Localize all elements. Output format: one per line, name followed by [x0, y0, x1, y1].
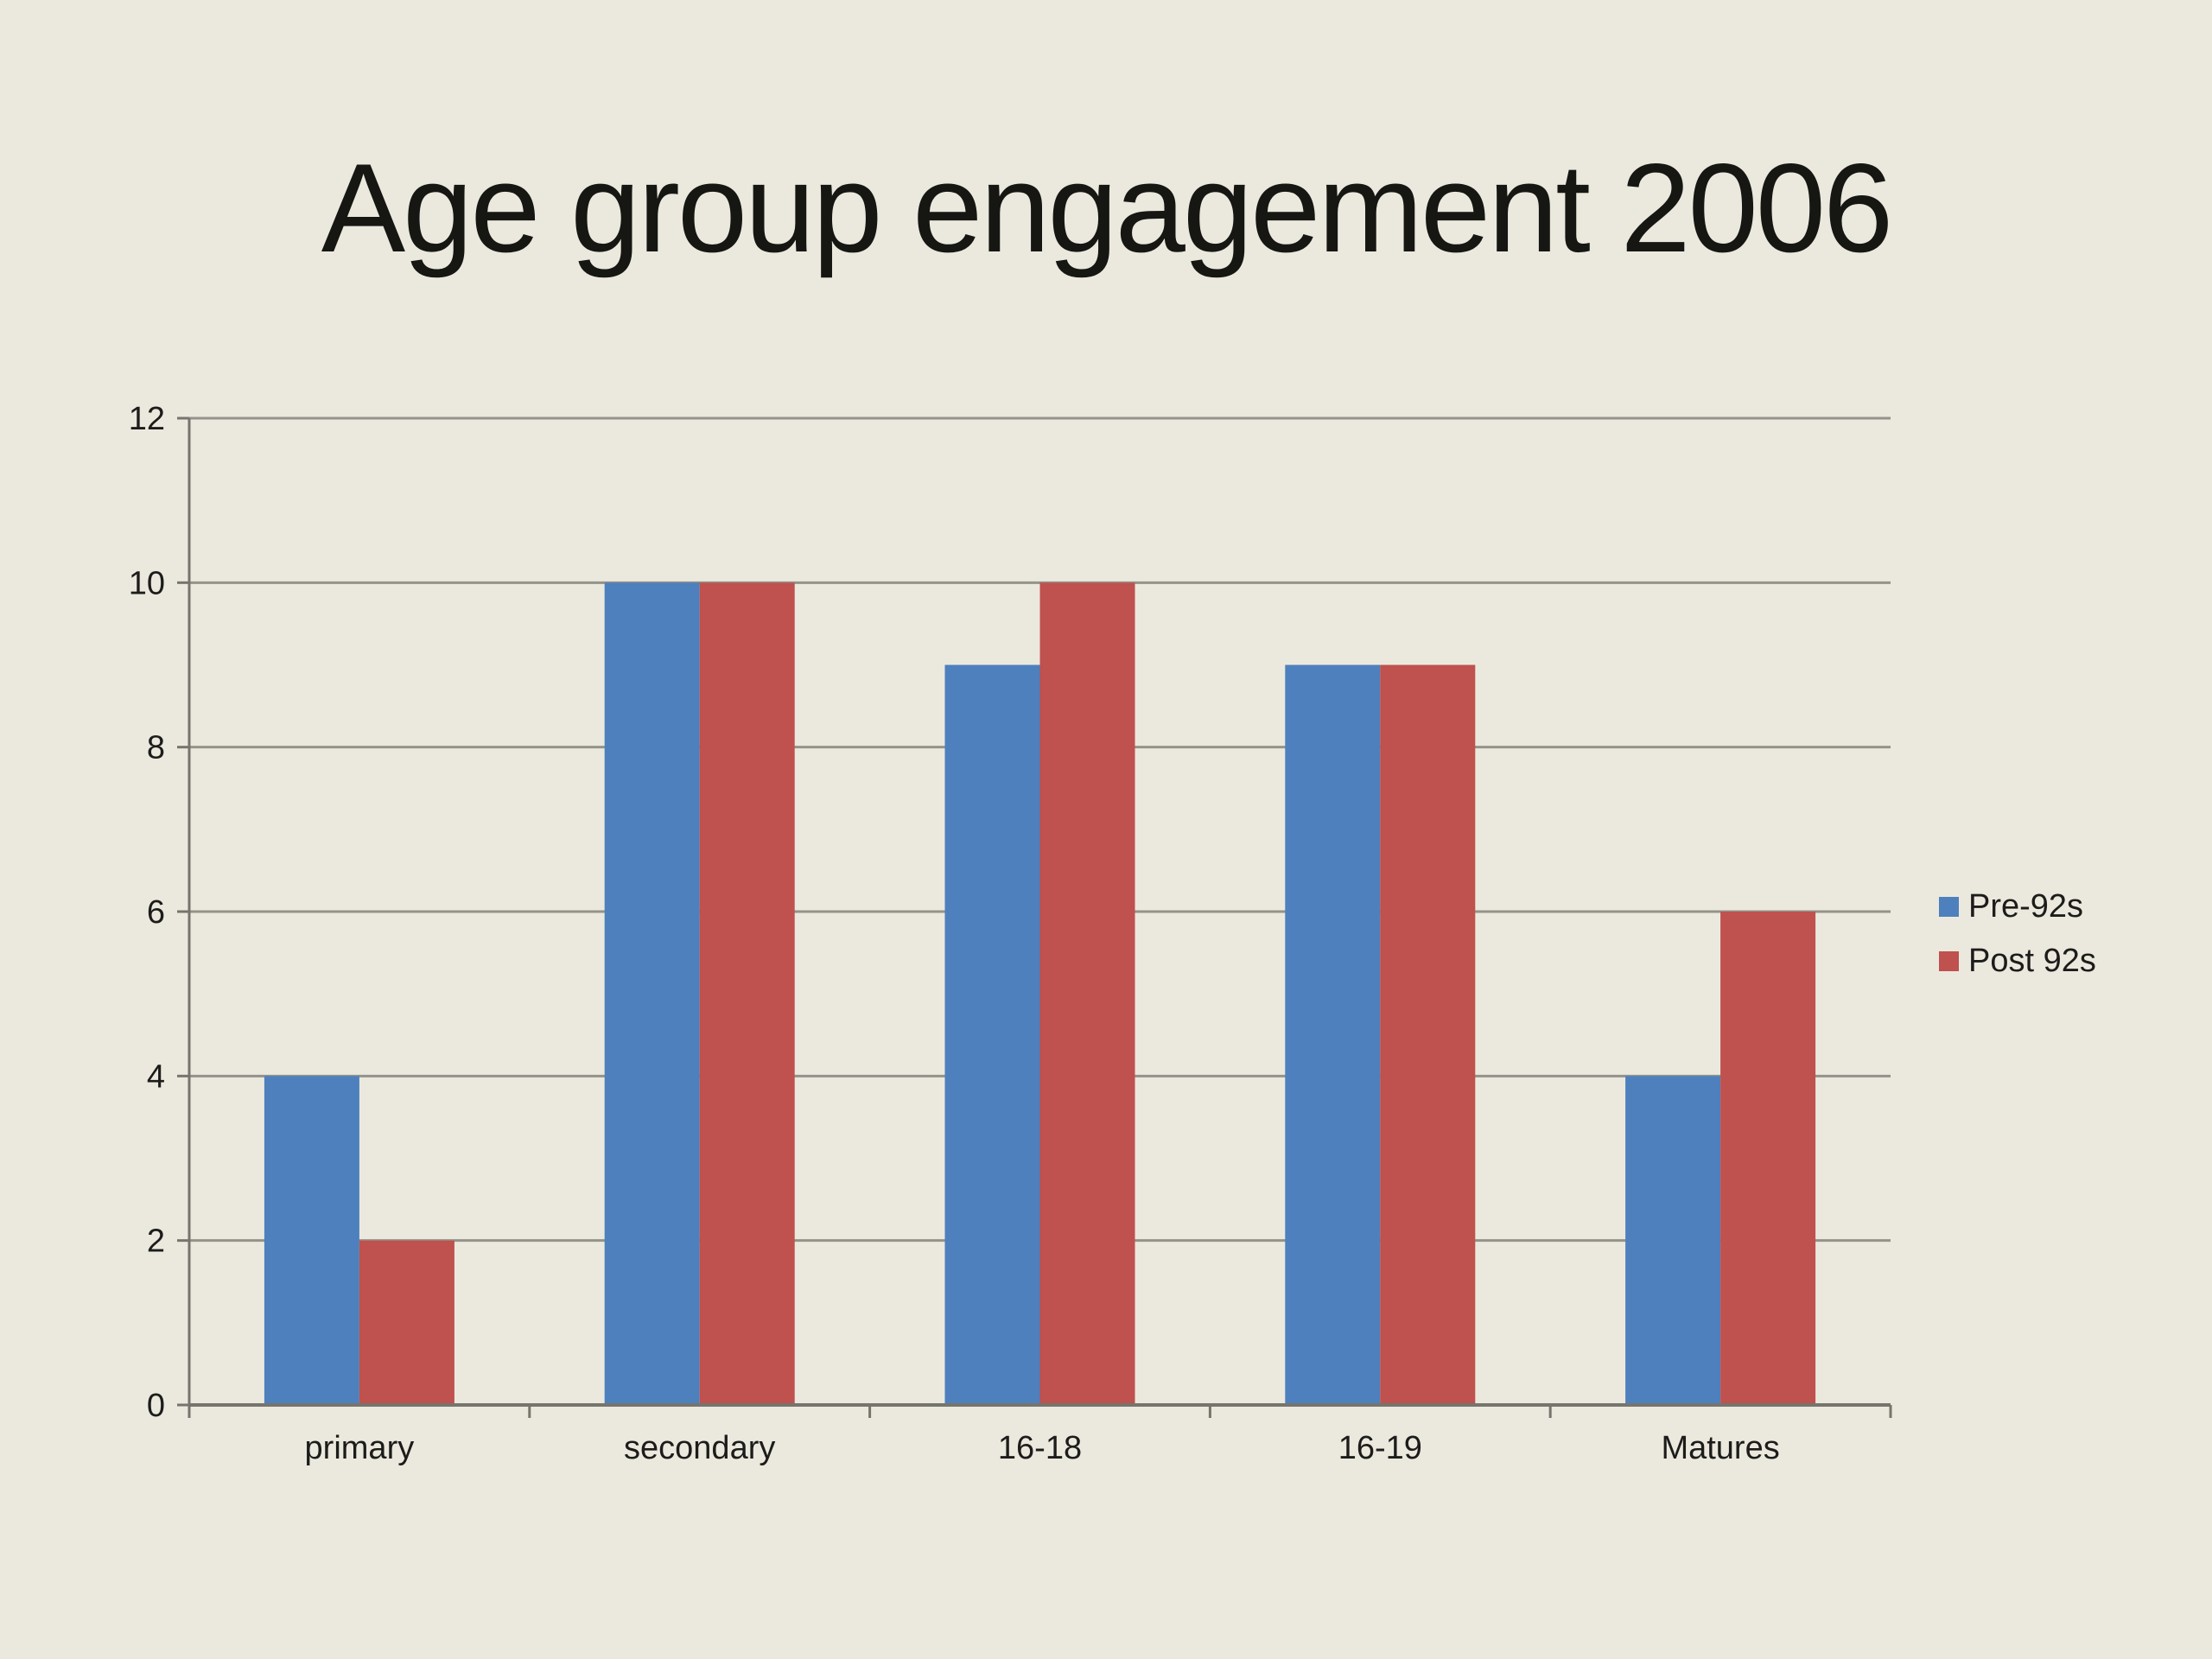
- y-tick-label: 12: [129, 401, 165, 437]
- bar-Pre-92s-16-18: [944, 664, 1040, 1405]
- bar-Post 92s-16-19: [1380, 664, 1476, 1405]
- legend-swatch-pre-92s-icon: [1939, 896, 1959, 917]
- legend-item-pre-92s: Pre-92s: [1939, 888, 2096, 925]
- bar-Pre-92s-primary: [264, 1076, 359, 1405]
- y-tick-label: 4: [147, 1058, 165, 1095]
- x-category-label: 16-19: [1338, 1430, 1422, 1466]
- legend-swatch-post-92s-icon: [1939, 950, 1959, 971]
- chart-title: Age group engagement 2006: [321, 137, 1893, 278]
- bar-Pre-92s-16-19: [1285, 664, 1381, 1405]
- legend-label-post-92s: Post 92s: [1968, 943, 2096, 979]
- y-tick-label: 2: [147, 1224, 165, 1260]
- y-tick-label: 0: [147, 1388, 165, 1424]
- bar-Post 92s-Matures: [1720, 912, 1816, 1405]
- legend-item-post-92s: Post 92s: [1939, 943, 2096, 979]
- x-category-label: secondary: [624, 1430, 775, 1466]
- chart-legend: Pre-92s Post 92s: [1939, 888, 2096, 997]
- y-tick-label: 6: [147, 894, 165, 931]
- x-category-label: Matures: [1661, 1430, 1779, 1466]
- y-tick-label: 8: [147, 730, 165, 766]
- y-tick-label: 10: [129, 565, 165, 601]
- bar-Post 92s-secondary: [699, 582, 795, 1405]
- bar-Post 92s-primary: [359, 1240, 454, 1405]
- x-category-label: primary: [305, 1430, 415, 1466]
- bar-Pre-92s-Matures: [1625, 1076, 1721, 1405]
- bar-Pre-92s-secondary: [604, 582, 700, 1405]
- legend-label-pre-92s: Pre-92s: [1968, 888, 2084, 925]
- x-category-label: 16-18: [998, 1430, 1082, 1466]
- bar-Post 92s-16-18: [1039, 582, 1135, 1405]
